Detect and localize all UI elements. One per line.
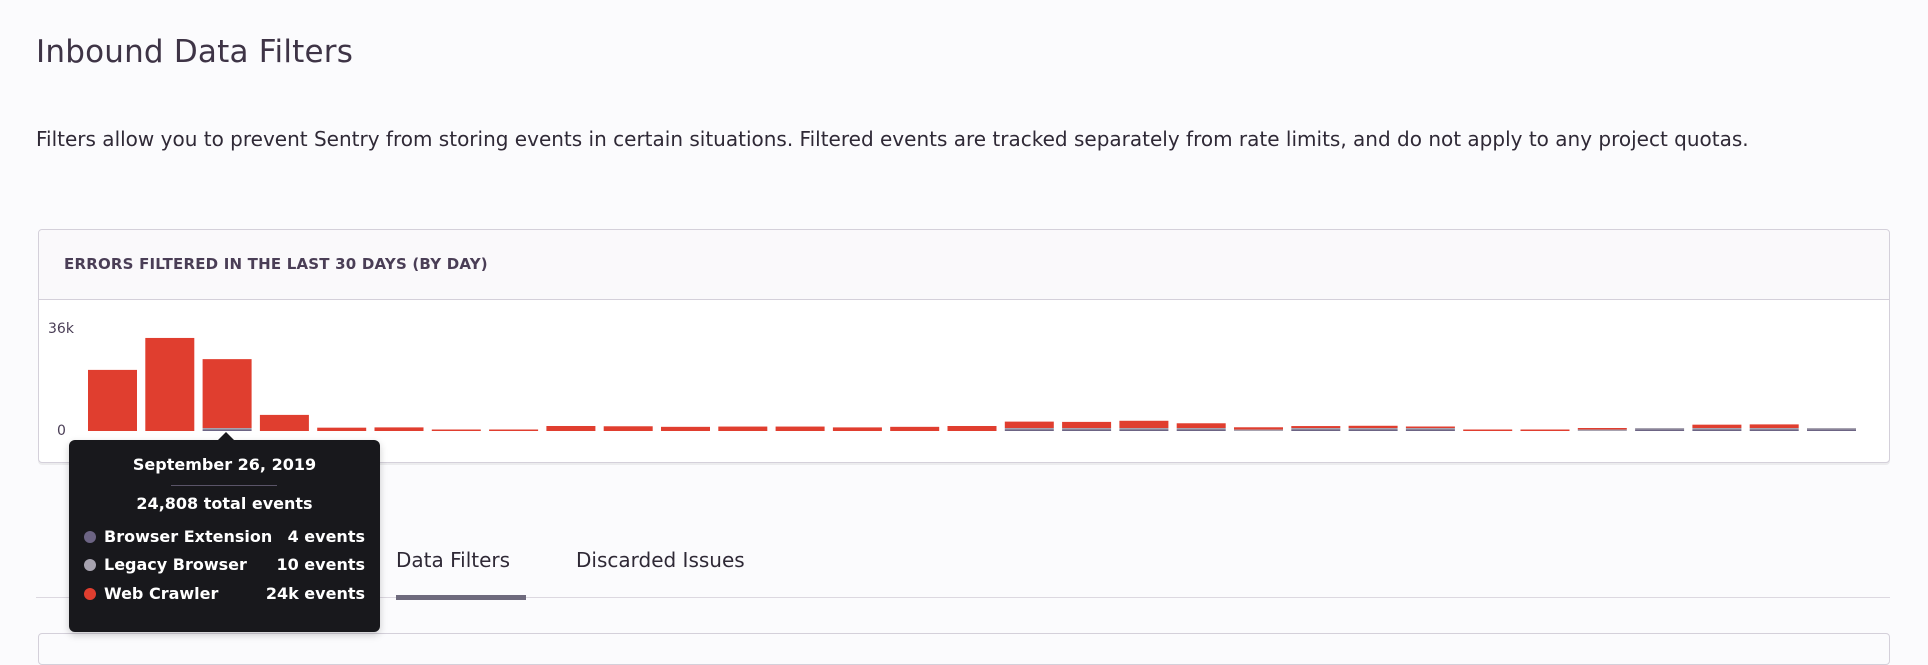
bar-legacy-browser-20[interactable] [1176, 428, 1226, 430]
bar-browser-extension-28[interactable] [1635, 429, 1685, 432]
tooltip-series-value: 4 events [287, 527, 365, 546]
bar-legacy-browser-23[interactable] [1348, 428, 1398, 430]
series-dot-icon [84, 559, 96, 571]
bar-legacy-browser-28[interactable] [1635, 428, 1685, 430]
y-tick-label-zero: 0 [57, 423, 66, 439]
tooltip-row-browser-extension: Browser Extension 4 events [84, 527, 365, 549]
bar-browser-extension-23[interactable] [1348, 429, 1398, 432]
bar-legacy-browser-31[interactable] [1807, 428, 1856, 430]
bar-web-crawler-19[interactable] [1119, 420, 1169, 428]
bar-web-crawler-15[interactable] [890, 426, 940, 431]
tab-bar: Data Filters Discarded Issues [36, 540, 1890, 600]
bar-web-crawler-21[interactable] [1234, 427, 1283, 430]
bar-web-crawler-14[interactable] [832, 427, 882, 431]
bar-web-crawler-24[interactable] [1405, 426, 1455, 429]
bar-legacy-browser-21[interactable] [1234, 429, 1283, 432]
bar-web-crawler-20[interactable] [1176, 423, 1226, 428]
bar-legacy-browser-3[interactable] [202, 428, 252, 430]
bar-browser-extension-3[interactable] [202, 429, 252, 432]
bar-web-crawler-8[interactable] [489, 429, 539, 432]
panel-title: ERRORS FILTERED IN THE LAST 30 DAYS (BY … [64, 255, 488, 273]
y-tick-label-max: 36k [48, 321, 74, 337]
bar-legacy-browser-17[interactable] [1004, 428, 1054, 430]
tooltip-divider [171, 485, 277, 486]
bar-browser-extension-22[interactable] [1291, 429, 1341, 432]
tooltip-row-web-crawler: Web Crawler 24k events [84, 584, 365, 606]
bar-browser-extension-30[interactable] [1749, 429, 1799, 432]
page-description: Filters allow you to prevent Sentry from… [36, 127, 1749, 151]
bar-web-crawler-7[interactable] [431, 429, 481, 432]
page-title: Inbound Data Filters [36, 34, 354, 70]
bar-browser-extension-18[interactable] [1062, 429, 1112, 432]
filtered-events-bar-chart[interactable] [39, 300, 1889, 460]
bar-legacy-browser-30[interactable] [1749, 428, 1799, 430]
bar-legacy-browser-18[interactable] [1062, 428, 1112, 430]
filters-list-panel [38, 633, 1890, 665]
bar-web-crawler-27[interactable] [1577, 428, 1627, 430]
bar-web-crawler-25[interactable] [1463, 429, 1513, 432]
bar-legacy-browser-19[interactable] [1119, 428, 1169, 430]
bar-browser-extension-29[interactable] [1692, 429, 1742, 432]
tooltip-series-name: Browser Extension [104, 527, 273, 546]
bar-web-crawler-11[interactable] [661, 426, 710, 431]
tooltip-series-value: 24k events [265, 584, 365, 603]
bar-web-crawler-16[interactable] [947, 426, 997, 431]
bar-legacy-browser-27[interactable] [1577, 429, 1627, 432]
tooltip-arrow [218, 432, 234, 440]
bar-web-crawler-29[interactable] [1692, 424, 1742, 428]
bar-browser-extension-31[interactable] [1807, 429, 1856, 432]
filtered-errors-panel: ERRORS FILTERED IN THE LAST 30 DAYS (BY … [38, 229, 1890, 463]
bar-web-crawler-12[interactable] [718, 426, 768, 431]
bar-legacy-browser-29[interactable] [1692, 428, 1742, 430]
bar-browser-extension-24[interactable] [1405, 429, 1455, 432]
series-dot-icon [84, 531, 96, 543]
bar-web-crawler-6[interactable] [374, 427, 424, 431]
tab-discarded-issues[interactable]: Discarded Issues [576, 548, 745, 572]
tooltip-series-name: Legacy Browser [104, 555, 247, 574]
active-tab-indicator [396, 595, 526, 600]
bar-web-crawler-23[interactable] [1348, 425, 1398, 428]
bar-web-crawler-26[interactable] [1520, 429, 1570, 432]
bar-web-crawler-4[interactable] [259, 414, 309, 431]
tooltip-row-legacy-browser: Legacy Browser 10 events [84, 555, 365, 577]
chart-tooltip: September 26, 2019 24,808 total events B… [69, 432, 380, 632]
bar-legacy-browser-22[interactable] [1291, 428, 1341, 430]
panel-header: ERRORS FILTERED IN THE LAST 30 DAYS (BY … [39, 230, 1889, 300]
bar-web-crawler-3[interactable] [202, 359, 252, 428]
series-dot-icon [84, 588, 96, 600]
bar-browser-extension-19[interactable] [1119, 429, 1169, 432]
bar-legacy-browser-24[interactable] [1405, 428, 1455, 430]
bar-web-crawler-18[interactable] [1062, 421, 1112, 428]
bar-web-crawler-5[interactable] [317, 427, 367, 431]
bar-web-crawler-22[interactable] [1291, 426, 1341, 428]
bar-web-crawler-13[interactable] [775, 426, 825, 431]
bar-browser-extension-17[interactable] [1004, 429, 1054, 432]
tooltip-series-name: Web Crawler [104, 584, 219, 603]
bar-web-crawler-17[interactable] [1004, 421, 1054, 428]
bar-web-crawler-1[interactable] [88, 369, 137, 431]
tooltip-date: September 26, 2019 [132, 455, 317, 474]
tab-data-filters[interactable]: Data Filters [396, 548, 511, 572]
bar-browser-extension-20[interactable] [1176, 429, 1226, 432]
bar-web-crawler-30[interactable] [1749, 424, 1799, 428]
bar-web-crawler-2[interactable] [145, 337, 195, 431]
tooltip-total: 24,808 total events [136, 494, 313, 513]
bar-web-crawler-9[interactable] [546, 426, 596, 431]
bar-web-crawler-10[interactable] [603, 426, 653, 431]
tooltip-series-value: 10 events [276, 555, 365, 574]
